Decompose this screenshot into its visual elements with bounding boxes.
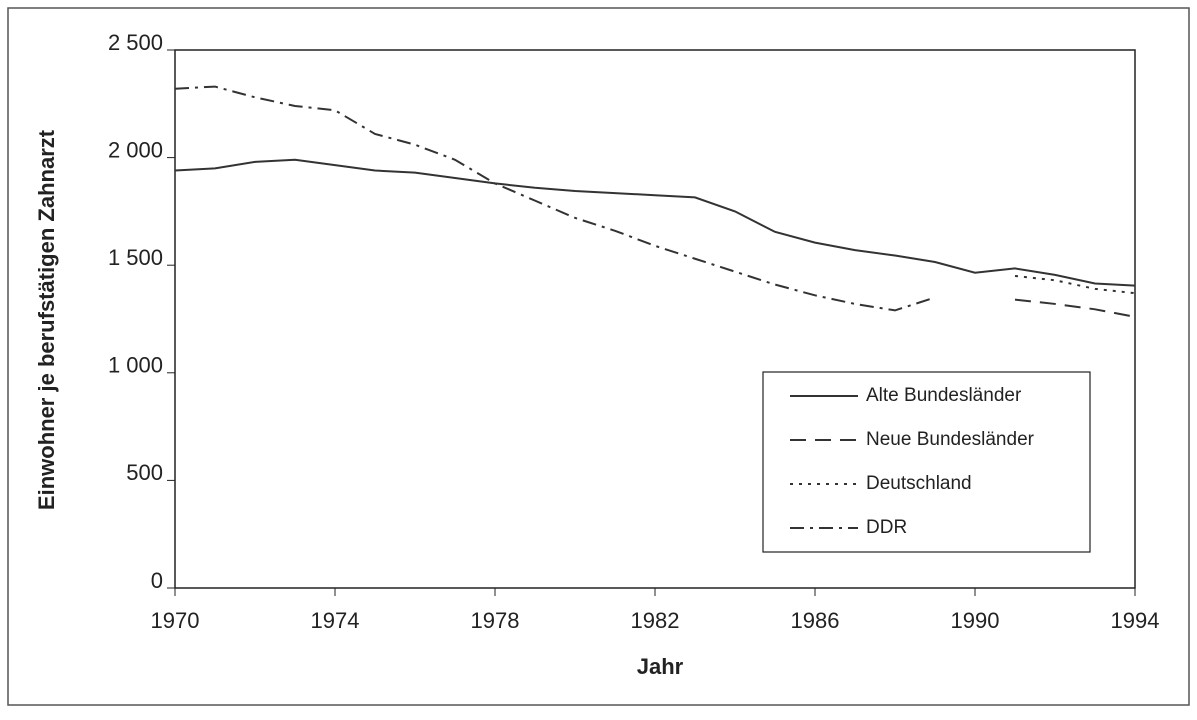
legend-label: Neue Bundesländer — [866, 429, 1035, 450]
line-series — [1014, 274, 1136, 295]
x-tick-label: 1974 — [311, 608, 360, 633]
x-axis-title: Jahr — [637, 654, 684, 679]
legend-label: Deutschland — [866, 473, 972, 494]
y-axis-title: Einwohner je berufstätigen Zahnarzt — [34, 129, 59, 510]
x-tick-label: 1978 — [471, 608, 520, 633]
legend-label: Alte Bundesländer — [866, 385, 1022, 406]
line-series — [1014, 298, 1136, 318]
line-series — [174, 85, 936, 312]
legend-box — [762, 371, 1091, 553]
y-tick-label: 0 — [151, 568, 163, 593]
outer-frame — [7, 7, 1190, 706]
y-tick-label: 2 500 — [108, 30, 163, 55]
x-tick-label: 1994 — [1111, 608, 1160, 633]
y-tick-label: 1 500 — [108, 245, 163, 270]
line-series — [174, 158, 1136, 287]
x-tick-label: 1970 — [151, 608, 200, 633]
legend-label: DDR — [866, 517, 907, 538]
y-tick-label: 500 — [126, 460, 163, 485]
x-tick-label: 1990 — [951, 608, 1000, 633]
x-tick-label: 1982 — [631, 608, 680, 633]
y-tick-label: 2 000 — [108, 137, 163, 162]
y-tick-label: 1 000 — [108, 353, 163, 378]
x-tick-label: 1986 — [791, 608, 840, 633]
